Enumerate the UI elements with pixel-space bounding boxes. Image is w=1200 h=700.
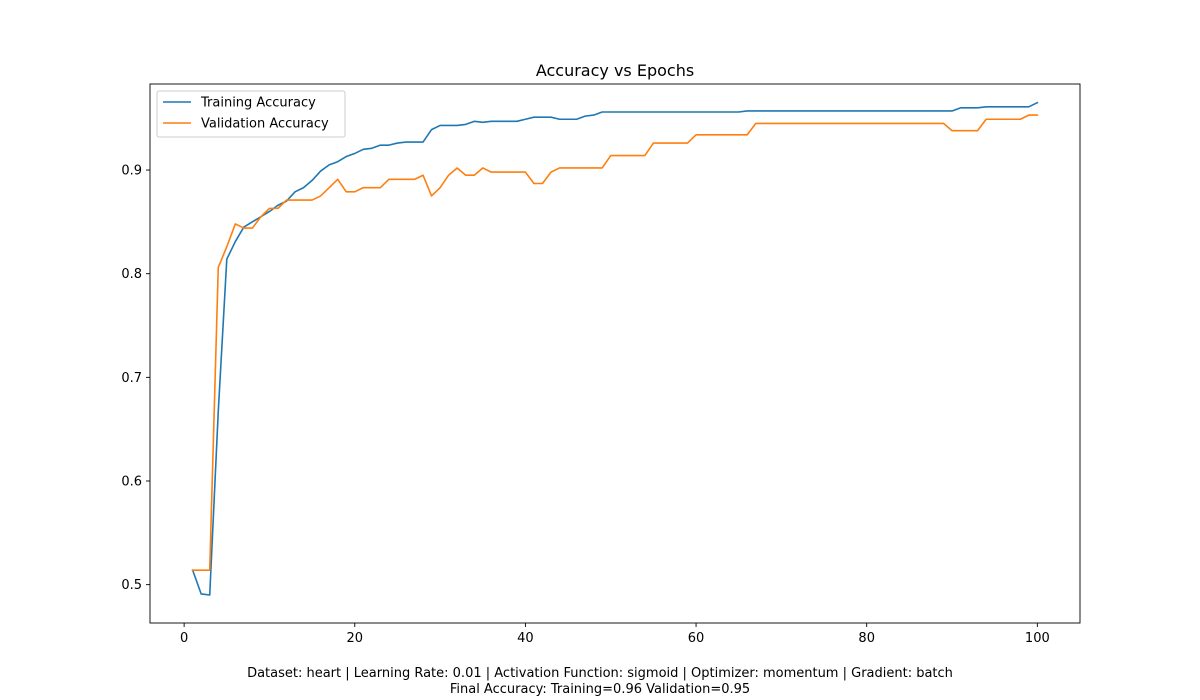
y-tick-label: 0.7 bbox=[121, 371, 142, 386]
legend-label-training: Training Accuracy bbox=[200, 96, 316, 111]
x-tick-label: 80 bbox=[858, 631, 875, 646]
series-line-validation bbox=[191, 114, 1039, 571]
y-tick-label: 0.6 bbox=[121, 474, 142, 489]
y-tick-label: 0.5 bbox=[121, 578, 142, 593]
x-tick-label: 40 bbox=[517, 631, 534, 646]
axes: 0 20 40 60 80 100 0.5 0.6 0.7 0.8 0.9 bbox=[121, 83, 1081, 646]
chart-title: Accuracy vs Epochs bbox=[536, 61, 694, 80]
run-config-caption: Dataset: heart | Learning Rate: 0.01 | A… bbox=[247, 666, 953, 681]
y-tick-label: 0.8 bbox=[121, 267, 142, 282]
legend: Training Accuracy Validation Accuracy bbox=[156, 90, 346, 138]
final-accuracy-caption: Final Accuracy: Training=0.96 Validation… bbox=[449, 682, 751, 697]
axes-frame bbox=[149, 83, 1081, 624]
legend-box bbox=[156, 90, 346, 138]
series-line-training bbox=[191, 101, 1039, 596]
x-tick-label: 100 bbox=[1025, 631, 1050, 646]
x-tick-label: 20 bbox=[346, 631, 363, 646]
y-tick-label: 0.9 bbox=[121, 164, 142, 179]
x-tick-label: 0 bbox=[180, 631, 188, 646]
plot-area bbox=[191, 101, 1039, 596]
x-tick-label: 60 bbox=[688, 631, 705, 646]
legend-label-validation: Validation Accuracy bbox=[201, 117, 329, 132]
